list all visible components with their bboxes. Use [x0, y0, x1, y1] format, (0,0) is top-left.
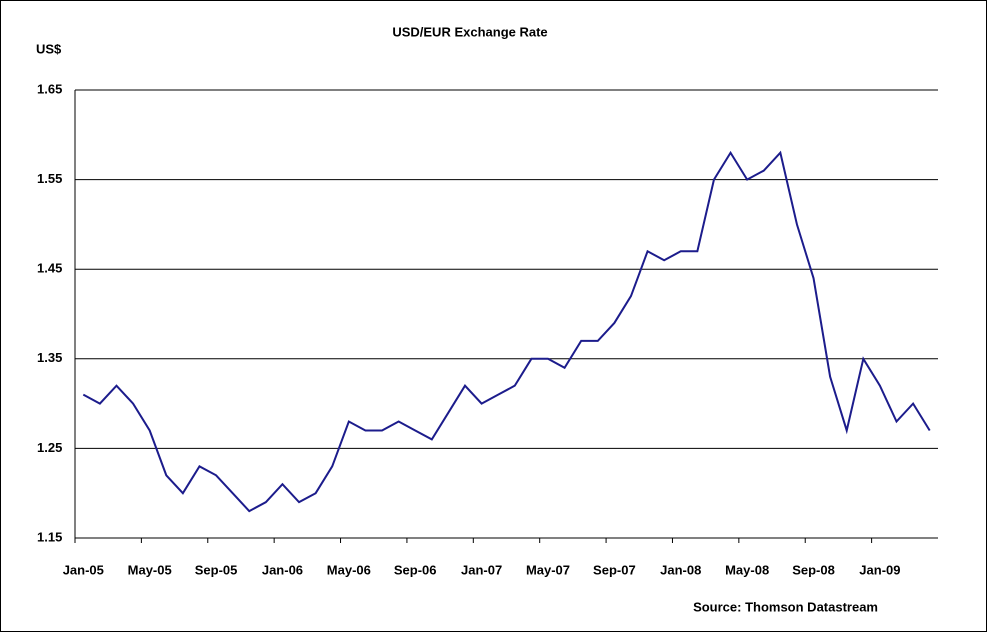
y-tick-label: 1.25: [37, 440, 62, 455]
x-tick-label: Sep-08: [792, 562, 835, 577]
chart-title: USD/EUR Exchange Rate: [392, 24, 547, 39]
x-tick-label: Jan-08: [660, 562, 701, 577]
x-tick-label: May-07: [526, 562, 570, 577]
x-tick-label: Jan-05: [63, 562, 104, 577]
y-tick-label: 1.65: [37, 81, 62, 96]
x-tick-label: Sep-07: [593, 562, 636, 577]
x-tick-label: May-08: [725, 562, 769, 577]
y-tick-label: 1.45: [37, 261, 62, 276]
source-note: Source: Thomson Datastream: [693, 599, 878, 614]
y-tick-label: 1.15: [37, 529, 62, 544]
x-tick-label: Jan-09: [859, 562, 900, 577]
x-tick-label: Sep-06: [394, 562, 437, 577]
x-tick-label: May-06: [327, 562, 371, 577]
x-tick-label: Jan-06: [262, 562, 303, 577]
x-tick-label: Sep-05: [195, 562, 238, 577]
y-tick-label: 1.55: [37, 171, 62, 186]
x-tick-label: May-05: [128, 562, 172, 577]
y-axis-label: US$: [36, 41, 62, 56]
x-tick-label: Jan-07: [461, 562, 502, 577]
line-series: [82, 150, 931, 513]
y-tick-label: 1.35: [37, 350, 62, 365]
